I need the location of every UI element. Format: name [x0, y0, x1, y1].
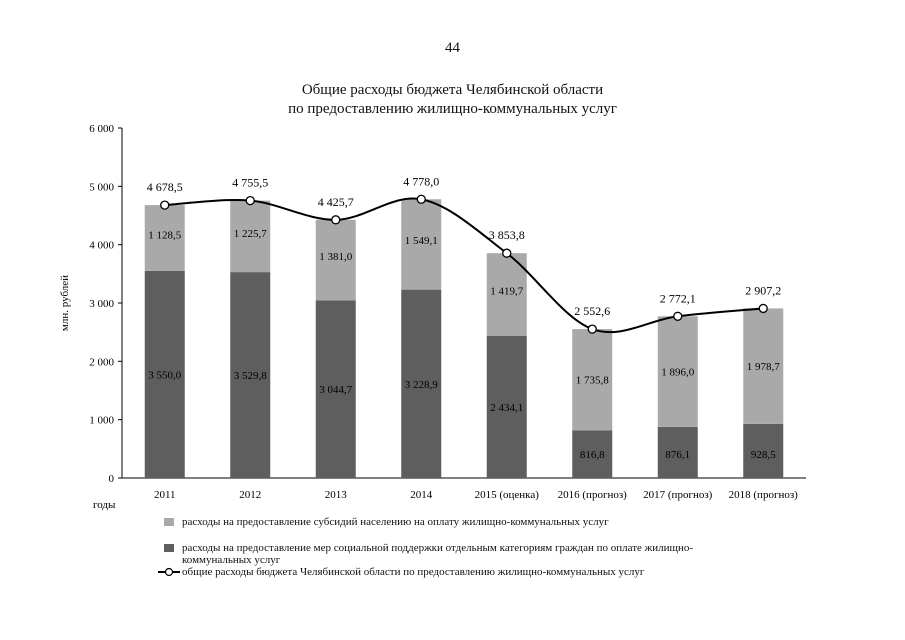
bar-social-support: [743, 423, 784, 478]
total-label: 2 552,6: [574, 304, 610, 318]
legend-swatch-total: [158, 567, 180, 577]
total-point: [160, 200, 170, 210]
bar-label-subsidies: 1 419,7: [490, 285, 524, 297]
total-label: 4 755,5: [232, 176, 268, 190]
x-axis-title: годы: [93, 499, 116, 511]
bar-label-social-support: 3 529,8: [234, 370, 268, 382]
y-tick-label: 6 000: [89, 123, 114, 135]
bar-subsidies: [657, 316, 698, 427]
y-tick-label: 1 000: [89, 415, 114, 427]
y-tick-label: 2 000: [89, 356, 114, 368]
bar-label-social-support: 3 550,0: [148, 369, 182, 381]
bar-social-support: [230, 272, 271, 478]
total-line: [164, 197, 764, 334]
chart-title-line-2: по предоставлению жилищно-коммунальных у…: [288, 101, 617, 117]
bar-subsidies: [230, 200, 271, 273]
x-tick-label: 2018 (прогноз): [729, 489, 799, 501]
y-tick-label: 5 000: [89, 181, 114, 193]
x-tick-label: 2014: [410, 489, 433, 501]
total-label: 4 678,5: [147, 180, 183, 194]
bar-label-social-support: 3 044,7: [319, 384, 353, 396]
total-point: [416, 194, 426, 204]
legend-swatch-subsidies: [164, 518, 174, 526]
legend-swatch-social-support: [164, 544, 174, 552]
bar-social-support: [144, 270, 185, 478]
bar-subsidies: [743, 308, 784, 424]
bar-social-support: [486, 336, 527, 478]
bar-social-support: [315, 300, 356, 478]
bar-subsidies: [401, 199, 442, 290]
x-tick-label: 2012: [239, 489, 261, 501]
bar-label-social-support: 816,8: [580, 449, 605, 461]
x-tick-label: 2013: [325, 489, 348, 501]
bar-social-support: [657, 426, 698, 478]
legend-label-social-support: расходы на предоставление мер социальной…: [182, 542, 694, 566]
x-tick-label: 2016 (прогноз): [558, 489, 628, 501]
bar-label-social-support: 928,5: [751, 449, 776, 461]
bar-label-subsidies: 1 896,0: [661, 367, 695, 379]
bar-social-support: [572, 430, 613, 478]
bar-subsidies: [144, 205, 185, 271]
total-point: [673, 311, 683, 321]
bar-subsidies: [572, 329, 613, 431]
total-point: [587, 324, 597, 334]
total-point: [758, 303, 768, 314]
bar-label-subsidies: 1 381,0: [319, 251, 353, 263]
y-tick-label: 3 000: [89, 298, 114, 310]
x-tick-label: 2015 (оценка): [475, 489, 540, 501]
bar-social-support: [401, 289, 442, 478]
bar-subsidies: [315, 219, 356, 301]
x-tick-label: 2011: [154, 489, 176, 501]
bar-label-social-support: 876,1: [665, 449, 690, 461]
bar-label-subsidies: 1 978,7: [747, 361, 781, 373]
y-tick-label: 0: [109, 473, 115, 485]
total-point: [502, 248, 512, 258]
total-label: 4 425,7: [318, 195, 354, 209]
legend-label-subsidies: расходы на предоставление субсидий насел…: [182, 516, 609, 528]
bar-label-social-support: 2 434,1: [490, 402, 523, 414]
bar-subsidies: [486, 253, 527, 337]
total-point: [245, 195, 255, 206]
page-number: 44: [445, 40, 460, 56]
chart-title: Общие расходы бюджета Челябинской област…: [0, 81, 905, 119]
bar-label-subsidies: 1 128,5: [148, 230, 182, 242]
bar-label-subsidies: 1 549,1: [405, 235, 438, 247]
y-axis-title: млн. рублей: [59, 275, 71, 331]
total-label: 3 853,8: [489, 228, 525, 242]
total-label: 4 778,0: [403, 174, 439, 188]
y-tick-label: 4 000: [89, 240, 114, 252]
chart-title-line-1: Общие расходы бюджета Челябинской област…: [301, 82, 604, 98]
total-point: [331, 215, 341, 225]
total-label: 2 907,2: [745, 283, 781, 297]
total-label: 2 772,1: [660, 291, 696, 305]
bar-label-social-support: 3 228,9: [405, 379, 439, 391]
bar-label-subsidies: 1 735,8: [576, 375, 610, 387]
bar-label-subsidies: 1 225,7: [234, 228, 268, 240]
x-tick-label: 2017 (прогноз): [643, 489, 713, 501]
legend-label-total: общие расходы бюджета Челябинской област…: [182, 566, 645, 578]
